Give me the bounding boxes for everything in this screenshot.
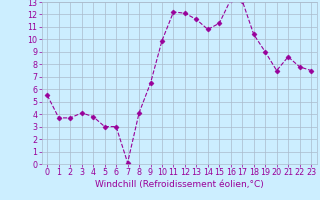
X-axis label: Windchill (Refroidissement éolien,°C): Windchill (Refroidissement éolien,°C)	[95, 180, 264, 189]
